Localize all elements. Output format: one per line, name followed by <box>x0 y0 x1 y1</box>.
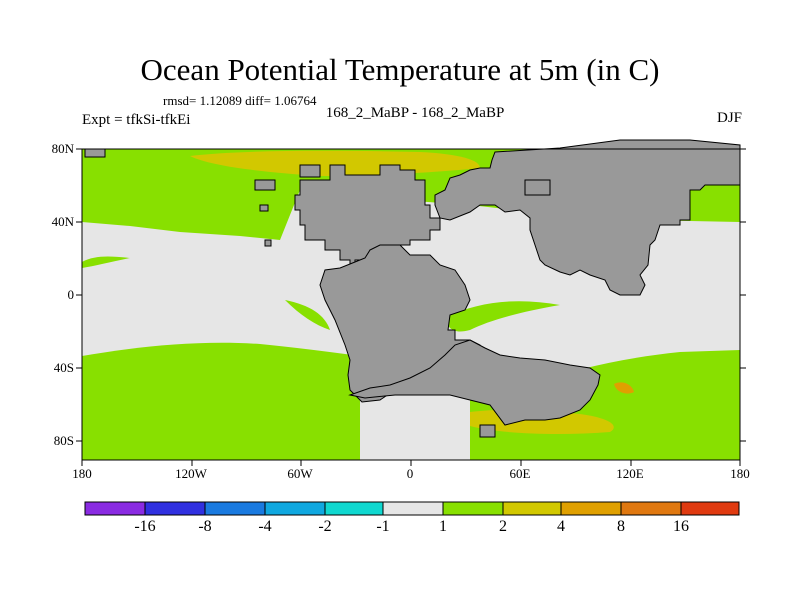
lat-label-80n: 80N <box>51 141 74 156</box>
colorbar-box-10 <box>620 501 682 516</box>
south-green-band <box>82 342 360 460</box>
arctic-island-1 <box>299 164 321 178</box>
colorbar-box-8 <box>502 501 562 516</box>
stats-text: rmsd= 1.12089 diff= 1.06764 <box>163 93 317 108</box>
colorbar-box-11 <box>680 501 740 516</box>
lon-label-180e: 180 <box>730 466 750 481</box>
colorbar-label: 8 <box>617 518 625 535</box>
lat-label-80s: 80S <box>53 433 74 448</box>
greenland-fragment <box>254 179 276 191</box>
americas-north <box>294 164 441 271</box>
lon-label-120w: 120W <box>175 466 207 481</box>
island-5 <box>259 204 269 212</box>
colorbar-label: -8 <box>198 518 212 535</box>
experiment-label: Expt = tfkSi-tfkEi <box>82 112 191 128</box>
lat-label-40s: 40S <box>53 360 74 375</box>
experiment-subtitle: 168_2_MaBP - 168_2_MaBP <box>325 105 505 121</box>
colorbar-label: 2 <box>499 518 507 535</box>
colorbar-box-3 <box>204 501 266 516</box>
southern-indian-orange <box>614 382 634 394</box>
land-masses <box>84 139 741 438</box>
colorbar-label: -16 <box>134 518 156 535</box>
plot-title: Ocean Potential Temperature at 5m (in C) <box>140 52 660 87</box>
colorbar-box-5 <box>324 501 384 516</box>
lon-label-180w: 180 <box>72 466 92 481</box>
colorbar-label: 1 <box>439 518 447 535</box>
lon-label-60w: 60W <box>287 466 313 481</box>
lon-label-60e: 60E <box>509 466 531 481</box>
colorbar-box-9 <box>560 501 622 516</box>
colorbar-box-7 <box>442 501 504 516</box>
colorbar-label: 4 <box>557 518 565 535</box>
season-label: DJF <box>716 110 742 126</box>
colorbar-label: -1 <box>376 518 390 535</box>
colorbar-box-2 <box>144 501 206 516</box>
antarctica <box>348 339 601 426</box>
colorbar-box-1 <box>84 501 146 516</box>
colorbar-label: -4 <box>258 518 272 535</box>
lon-label-120e: 120E <box>616 466 644 481</box>
eurasia-africa <box>434 139 741 296</box>
arctic-island-2 <box>84 148 106 158</box>
east-pacific-green <box>285 300 330 330</box>
lat-label-40n: 40N <box>51 214 74 229</box>
island-6 <box>479 424 496 438</box>
colorbar-box-4 <box>264 501 326 516</box>
arctic-island-3 <box>524 179 551 196</box>
hot-anomaly-regions <box>614 382 634 394</box>
colorbar-label: -2 <box>318 518 332 535</box>
west-coast-green <box>82 256 130 268</box>
equatorial-green-east <box>445 301 560 332</box>
lat-label-0: 0 <box>67 287 75 302</box>
colorbar-label: 16 <box>673 518 689 535</box>
lon-label-0: 0 <box>406 466 414 481</box>
map-frame <box>76 148 746 466</box>
colorbar <box>84 501 740 516</box>
colorbar-box-6 <box>382 501 444 516</box>
island-4 <box>264 239 272 247</box>
